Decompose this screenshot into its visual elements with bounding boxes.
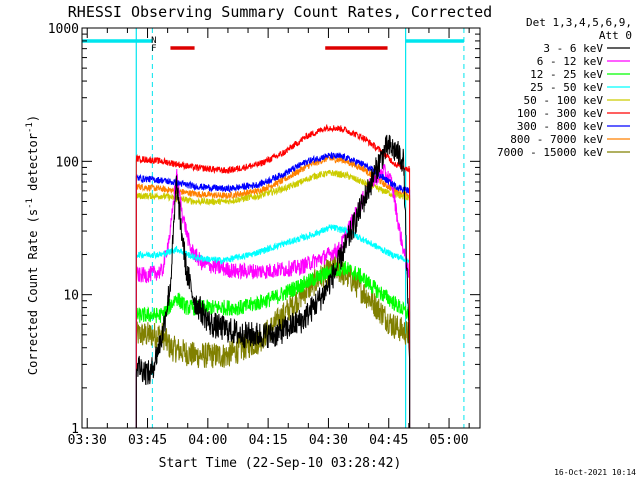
legend-label-1: 6 - 12 keV (537, 55, 604, 68)
y-axis-label-end: ) (26, 115, 40, 122)
y-tick-label: 10 (63, 289, 79, 304)
series-line-8 (135, 254, 411, 428)
y-tick-label: 100 (56, 155, 79, 170)
series-line-4 (135, 169, 411, 428)
legend-header-line1: Det 1,3,4,5,6,9, (526, 16, 632, 29)
plot-frame (81, 27, 481, 429)
series-line-5 (135, 124, 411, 428)
legend-header-line2: Att 0 (599, 29, 632, 42)
y-axis-label: Corrected Count Rate (s-1 detector-1) (25, 115, 40, 375)
night-marker-label: N (151, 36, 156, 46)
x-axis-label: Start Time (22-Sep-10 03:28:42) (159, 456, 402, 471)
legend-label-5: 100 - 300 keV (517, 107, 603, 120)
series-line-6 (135, 151, 411, 428)
x-tick-label: 03:30 (68, 433, 107, 448)
y-axis-label-exp1: -1 (25, 198, 35, 209)
x-tick-label: 04:30 (309, 433, 348, 448)
legend-label-0: 3 - 6 keV (543, 42, 603, 55)
y-tick-label: 1000 (48, 22, 79, 37)
legend-label-8: 7000 - 15000 keV (497, 146, 603, 159)
y-axis-label-exp2: -1 (25, 122, 35, 133)
y-tick-label: 1 (71, 422, 79, 437)
x-tick-label: 03:45 (128, 433, 167, 448)
legend-label-3: 25 - 50 keV (530, 81, 603, 94)
x-tick-label: 04:45 (369, 433, 408, 448)
flare-marker-label: F (151, 44, 156, 54)
chart-title: RHESSI Observing Summary Count Rates, Co… (68, 3, 492, 21)
legend-label-2: 12 - 25 keV (530, 68, 603, 81)
x-tick-label: 05:00 (429, 433, 468, 448)
x-tick-label: 04:00 (188, 433, 227, 448)
series-line-7 (135, 153, 411, 428)
y-ticks: 1 10 100 1000 (48, 22, 480, 437)
plot-area: NF (81, 27, 481, 429)
legend-label-6: 300 - 800 keV (517, 120, 603, 133)
y-axis-label-mid: detector (26, 133, 40, 198)
series-line-2 (135, 260, 411, 428)
x-tick-label: 04:15 (249, 433, 288, 448)
series-line-3 (135, 224, 411, 428)
timestamp: 16-Oct-2021 10:14 (554, 468, 636, 477)
legend-label-7: 800 - 7000 keV (510, 133, 603, 146)
legend-label-4: 50 - 100 keV (524, 94, 604, 107)
series-line-0 (135, 134, 411, 428)
x-ticks: 03:30 03:45 04:00 04:15 04:30 04:45 05:00 (68, 28, 470, 448)
y-axis-label-main: Corrected Count Rate (s (26, 209, 40, 375)
svg-text:Corrected Count Rate (s-1 dete: Corrected Count Rate (s-1 detector-1) (25, 115, 40, 375)
